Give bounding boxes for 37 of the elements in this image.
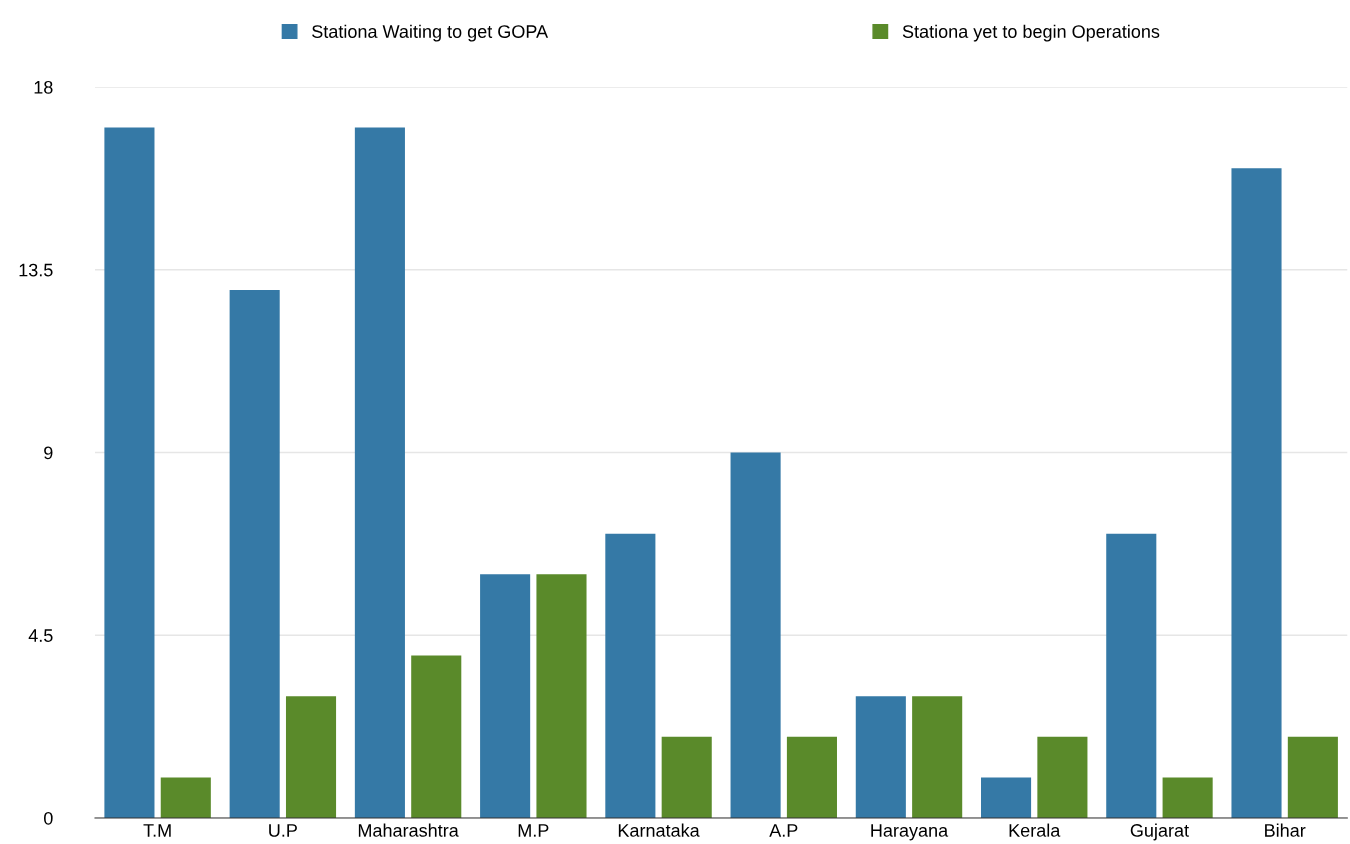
bar <box>1162 777 1213 818</box>
bar <box>536 574 587 818</box>
legend-label: Stationa Waiting to get GOPA <box>312 24 549 42</box>
bar <box>1287 736 1338 818</box>
x-tick-label: Gujarat <box>1130 823 1189 841</box>
bar <box>354 127 405 818</box>
bar <box>285 696 337 818</box>
bar <box>661 736 712 818</box>
y-tick-label: 13.5 <box>19 263 53 277</box>
bar <box>1037 736 1088 818</box>
bar <box>912 696 963 818</box>
x-tick-label: T.M <box>143 824 171 837</box>
x-tick-label: U.P <box>269 824 297 837</box>
y-tick-label: 4.5 <box>28 629 53 642</box>
x-tick-label: Kerala <box>1009 823 1061 837</box>
bar <box>605 533 656 818</box>
x-tick-label: Harayana <box>871 824 949 841</box>
bar <box>480 574 531 818</box>
bar <box>104 127 155 818</box>
bar <box>1231 168 1282 818</box>
bar <box>229 290 280 818</box>
y-tick-label: 9 <box>44 446 53 460</box>
bar <box>160 777 211 818</box>
x-tick-label: Bihar <box>1265 823 1306 837</box>
bar <box>786 736 837 818</box>
bar <box>411 655 462 818</box>
bar <box>855 696 906 818</box>
bar <box>981 777 1032 818</box>
x-tick-label: A.P <box>769 824 798 837</box>
x-tick-label: Maharashtra <box>358 823 459 837</box>
x-tick-label: M.P <box>518 824 549 837</box>
legend-label: Stationa yet to begin Operations <box>902 24 1160 42</box>
x-tick-label: Karnataka <box>618 823 700 837</box>
bar <box>730 452 781 818</box>
y-tick-label: 0 <box>44 811 53 825</box>
bar <box>1106 533 1157 818</box>
y-tick-label: 18 <box>34 80 53 94</box>
